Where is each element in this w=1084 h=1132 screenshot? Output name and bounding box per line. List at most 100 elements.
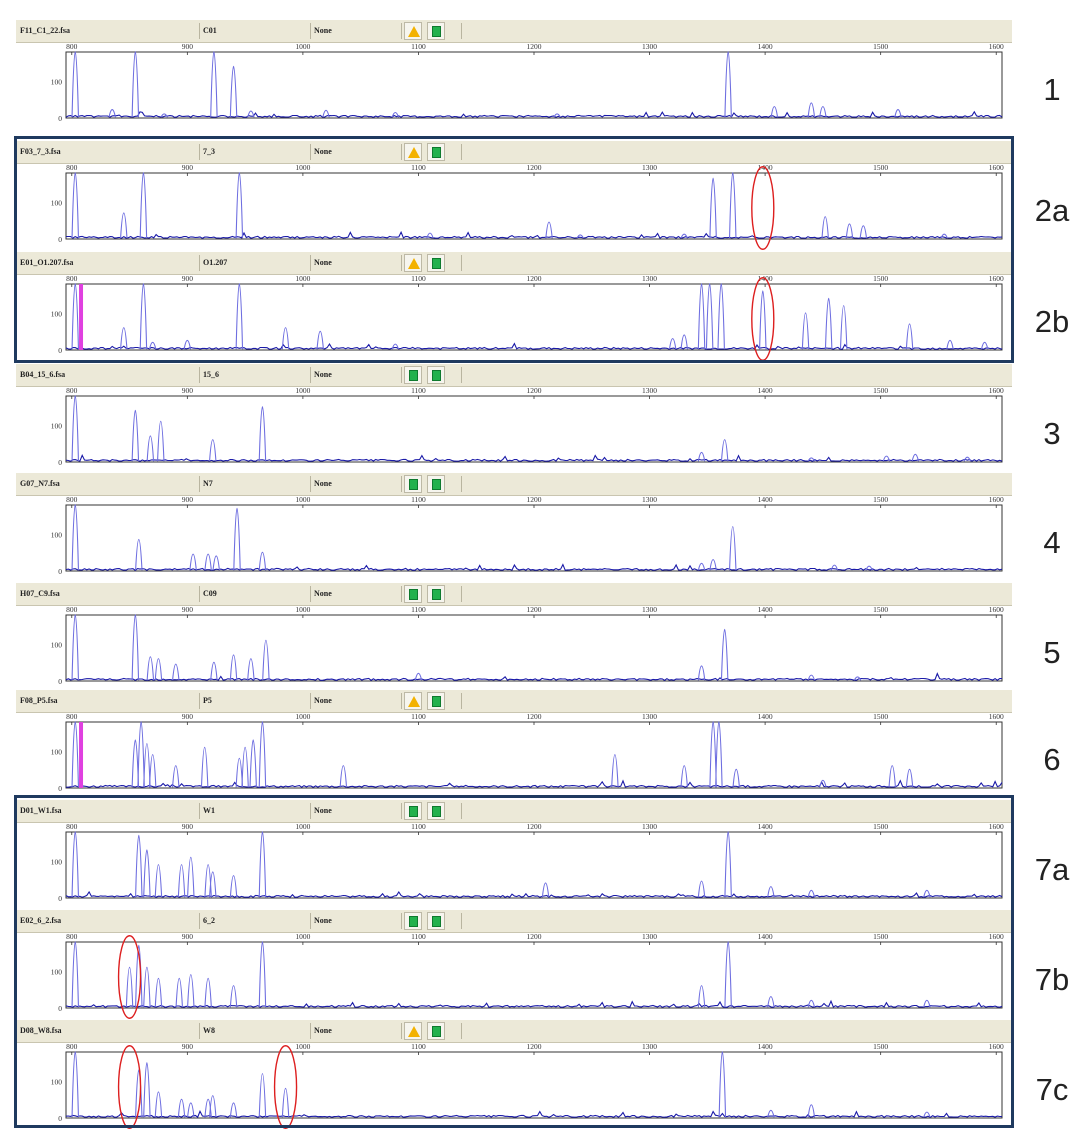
- x-tick-label: 900: [182, 822, 194, 831]
- trace-peak: [249, 739, 257, 788]
- trace-peak: [807, 102, 816, 118]
- header-separator: [401, 144, 402, 160]
- header-separator: [461, 476, 462, 492]
- trace-peak: [946, 339, 954, 350]
- quality-warning-icon[interactable]: [404, 143, 422, 161]
- trace-peak: [120, 327, 128, 350]
- trace-peak: [247, 110, 255, 118]
- trace-peak: [894, 109, 902, 118]
- trace-plot: 800 900 1000 1100 1200 1300 1400 1500 1600 0 100: [51, 42, 1004, 123]
- size-marker: [79, 722, 84, 788]
- quality-ok-icon[interactable]: [427, 22, 445, 40]
- warning-triangle-icon: [408, 26, 420, 37]
- trace-peak: [732, 768, 740, 788]
- header-separator: [401, 476, 402, 492]
- trace-peak: [281, 1088, 290, 1118]
- quality-ok-icon[interactable]: [404, 802, 422, 820]
- quality-ok-icon[interactable]: [427, 475, 445, 493]
- status-text: None: [314, 589, 332, 598]
- quality-ok-icon[interactable]: [404, 366, 422, 384]
- green-check-icon: [432, 916, 441, 927]
- trace-peak: [172, 765, 180, 788]
- trace-peak: [801, 312, 810, 350]
- trace-baseline: [65, 110, 1003, 118]
- trace-peak: [204, 1098, 212, 1118]
- x-tick-label: 1200: [527, 274, 542, 283]
- trace-peak: [258, 551, 267, 571]
- trace-peak: [391, 111, 400, 118]
- y-tick-label: 0: [58, 894, 62, 903]
- trace-peak: [281, 327, 290, 350]
- trace-peak: [923, 999, 931, 1008]
- header-separator: [461, 367, 462, 383]
- x-tick-label: 1300: [642, 495, 657, 504]
- x-tick-label: 1500: [873, 605, 888, 614]
- quality-warning-icon[interactable]: [404, 22, 422, 40]
- y-tick-label: 100: [51, 967, 63, 976]
- x-tick-label: 900: [182, 932, 194, 941]
- header-separator: [199, 144, 200, 160]
- quality-warning-icon[interactable]: [404, 254, 422, 272]
- trace-plot: 800 900 1000 1100 1200 1300 1400 1500 1600 0 100: [51, 712, 1004, 793]
- quality-ok-icon[interactable]: [404, 912, 422, 930]
- quality-warning-icon[interactable]: [404, 692, 422, 710]
- quality-ok-icon[interactable]: [427, 366, 445, 384]
- trace-panel-3: B04_15_6.fsa 15_6 None 800 900 1000 1100 1200 13…: [16, 364, 1012, 474]
- quality-ok-icon[interactable]: [427, 912, 445, 930]
- x-tick-label: 800: [66, 1042, 78, 1051]
- quality-warning-icon[interactable]: [404, 1022, 422, 1040]
- plot-frame: [65, 172, 1003, 240]
- x-tick-label: 1600: [989, 1042, 1004, 1051]
- panel-header: H07_C9.fsa C09 None: [16, 583, 1012, 606]
- warning-triangle-icon: [408, 1026, 420, 1037]
- quality-ok-icon[interactable]: [427, 143, 445, 161]
- trace-peak: [724, 831, 732, 898]
- trace-peak: [759, 290, 767, 350]
- trace-peak: [209, 1095, 217, 1118]
- trace-peak: [146, 435, 155, 462]
- x-tick-label: 1000: [295, 386, 310, 395]
- sample-name: 15_6: [203, 370, 219, 379]
- trace-peak: [709, 559, 717, 571]
- trace-peak: [680, 334, 688, 350]
- trace-baseline: [65, 890, 1003, 898]
- trace-peak: [316, 330, 324, 350]
- trace-plot: 800 900 1000 1100 1200 1300 1400 1500 1600 0 100: [51, 495, 1004, 576]
- file-name: E01_O1.207.fsa: [20, 258, 74, 267]
- quality-ok-icon[interactable]: [427, 692, 445, 710]
- quality-ok-icon[interactable]: [427, 1022, 445, 1040]
- header-separator: [199, 255, 200, 271]
- header-separator: [461, 255, 462, 271]
- trace-peak: [697, 985, 706, 1008]
- quality-ok-icon[interactable]: [427, 254, 445, 272]
- quality-ok-icon[interactable]: [404, 585, 422, 603]
- trace-peak: [143, 849, 151, 898]
- trace-peak: [697, 451, 706, 462]
- header-separator: [199, 23, 200, 39]
- trace-peak: [135, 945, 143, 1008]
- trace-peak: [200, 747, 209, 788]
- trace-peak: [807, 457, 816, 462]
- x-tick-label: 1200: [527, 605, 542, 614]
- trace-peak: [724, 51, 732, 118]
- trace-panel-7b: E02_6_2.fsa 6_2 None 800 900 1000 1100 1200 1300…: [16, 910, 1012, 1020]
- x-tick-label: 1200: [527, 932, 542, 941]
- trace-peak: [183, 339, 192, 350]
- x-tick-label: 1600: [989, 605, 1004, 614]
- file-name: H07_C9.fsa: [20, 589, 60, 598]
- trace-peak: [819, 106, 827, 118]
- y-tick-label: 100: [51, 77, 63, 86]
- green-check-icon: [409, 370, 418, 381]
- quality-ok-icon[interactable]: [427, 802, 445, 820]
- quality-ok-icon[interactable]: [427, 585, 445, 603]
- header-separator: [461, 1023, 462, 1039]
- panel-header: F03_7_3.fsa 7_3 None: [16, 141, 1012, 164]
- status-text: None: [314, 916, 332, 925]
- quality-ok-icon[interactable]: [404, 475, 422, 493]
- x-tick-label: 1300: [642, 822, 657, 831]
- x-tick-label: 1400: [758, 42, 773, 51]
- header-separator: [310, 255, 311, 271]
- trace-peak: [923, 1111, 931, 1118]
- x-tick-label: 1000: [295, 163, 310, 172]
- sample-name: W1: [203, 806, 215, 815]
